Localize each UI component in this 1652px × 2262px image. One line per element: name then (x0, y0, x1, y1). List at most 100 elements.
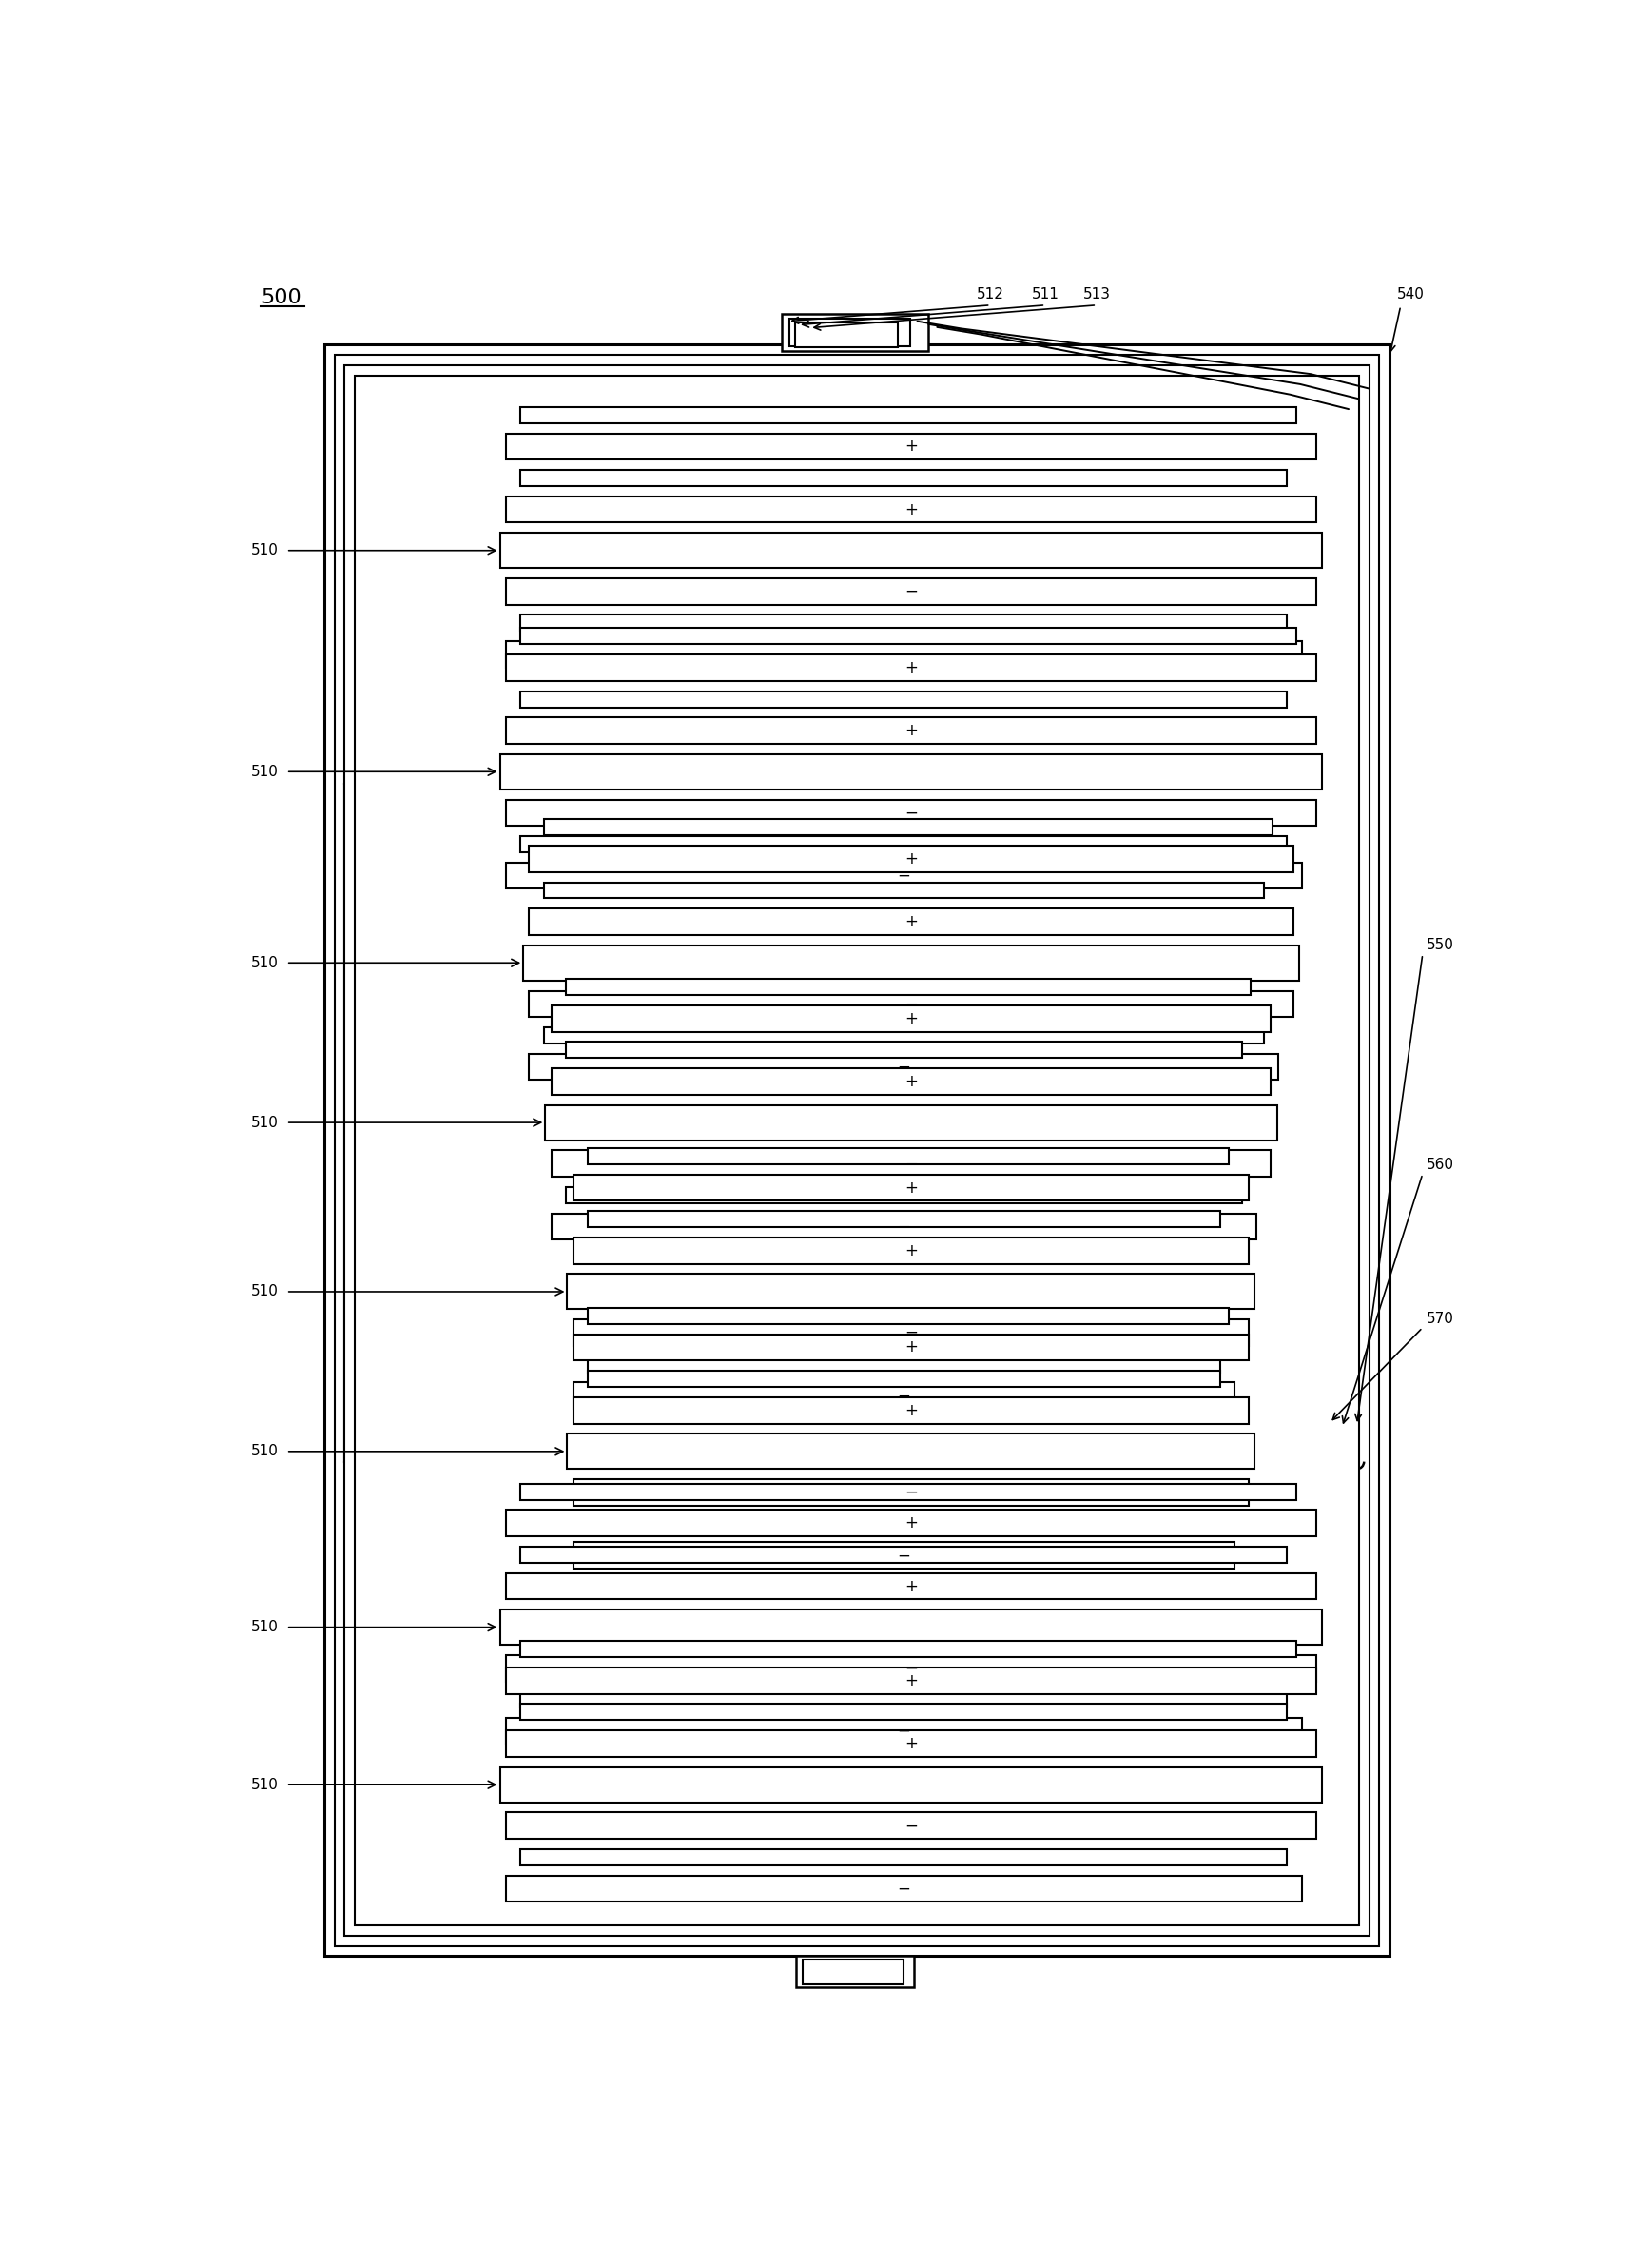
Text: +: + (905, 1516, 919, 1531)
Text: −: − (905, 1323, 919, 1341)
Text: −: − (905, 1156, 919, 1172)
Bar (573, 1237, 1249, 1264)
Bar (796, 1957, 914, 1986)
Text: +: + (905, 500, 919, 518)
Bar (790, 319, 910, 346)
Text: −: − (897, 1880, 910, 1898)
Text: 511: 511 (1032, 287, 1059, 303)
Text: 540: 540 (1398, 287, 1424, 303)
Bar (506, 1875, 1302, 1902)
Bar (506, 1667, 1317, 1694)
Bar (520, 615, 1287, 631)
Bar (567, 1274, 1256, 1310)
Text: 510: 510 (251, 1443, 279, 1459)
Bar (520, 1642, 1295, 1658)
Bar (573, 1398, 1249, 1423)
Bar (506, 1730, 1317, 1758)
Bar (520, 1547, 1287, 1563)
Text: +: + (905, 1242, 919, 1260)
Text: −: − (897, 1724, 910, 1739)
Bar (565, 979, 1251, 995)
Bar (520, 470, 1287, 486)
Bar (529, 846, 1294, 873)
Bar (506, 1812, 1317, 1839)
Bar (795, 323, 897, 348)
Bar (506, 434, 1317, 459)
Text: +: + (905, 851, 919, 866)
Bar (544, 1027, 1264, 1043)
Bar (552, 1212, 1257, 1240)
Text: −: − (897, 1217, 910, 1235)
Text: 512: 512 (976, 287, 1004, 303)
Text: 513: 513 (1084, 287, 1110, 303)
Text: 570: 570 (1426, 1312, 1454, 1326)
Bar (520, 1703, 1287, 1719)
Bar (506, 1572, 1317, 1599)
Bar (588, 1371, 1219, 1387)
Text: 510: 510 (251, 543, 279, 559)
Bar (524, 946, 1298, 979)
Text: +: + (905, 1009, 919, 1027)
Bar (520, 692, 1287, 708)
Bar (573, 1335, 1249, 1359)
Text: 510: 510 (251, 957, 279, 970)
Bar (506, 654, 1317, 681)
Text: +: + (905, 914, 919, 930)
Text: +: + (905, 1577, 919, 1595)
Text: −: − (897, 866, 910, 884)
Text: −: − (905, 1484, 919, 1502)
Text: −: − (897, 1547, 910, 1563)
Bar (529, 1054, 1279, 1079)
Bar (520, 629, 1295, 645)
Bar (552, 1004, 1270, 1031)
Text: −: − (897, 1387, 910, 1405)
Bar (506, 862, 1302, 889)
Bar (573, 1174, 1249, 1201)
Bar (324, 344, 1389, 1957)
Bar (506, 717, 1317, 744)
Text: +: + (905, 722, 919, 740)
Bar (545, 1104, 1277, 1140)
Bar (573, 1319, 1249, 1346)
Bar (520, 1692, 1287, 1708)
Bar (803, 1959, 904, 1984)
Bar (334, 355, 1379, 1945)
Bar (501, 753, 1322, 789)
Bar (501, 1611, 1322, 1644)
Bar (781, 314, 928, 351)
Text: 510: 510 (251, 1620, 279, 1635)
Bar (588, 1516, 1219, 1531)
Text: −: − (905, 1816, 919, 1834)
Bar (520, 1484, 1295, 1500)
Bar (573, 1479, 1249, 1506)
Text: 510: 510 (251, 1285, 279, 1298)
Bar (506, 1656, 1317, 1681)
Bar (506, 495, 1317, 523)
Text: +: + (905, 1672, 919, 1690)
Bar (506, 798, 1317, 826)
Text: 560: 560 (1426, 1158, 1454, 1172)
Bar (588, 1357, 1219, 1373)
Bar (567, 1434, 1256, 1468)
Bar (355, 375, 1360, 1925)
Text: 550: 550 (1426, 939, 1454, 952)
Bar (588, 1149, 1229, 1165)
Bar (573, 1382, 1234, 1409)
Text: 510: 510 (251, 1778, 279, 1792)
Bar (565, 1188, 1242, 1203)
Text: −: − (905, 1660, 919, 1676)
Text: +: + (905, 1402, 919, 1418)
Bar (529, 909, 1294, 934)
Text: +: + (905, 1339, 919, 1355)
Bar (501, 1767, 1322, 1803)
Text: 510: 510 (251, 1115, 279, 1129)
Text: −: − (897, 647, 910, 663)
Bar (501, 534, 1322, 568)
Bar (520, 407, 1295, 423)
Bar (506, 1719, 1302, 1744)
Text: +: + (905, 1072, 919, 1090)
Bar (544, 882, 1264, 898)
Bar (506, 642, 1302, 667)
Bar (565, 1043, 1242, 1059)
Text: 510: 510 (251, 765, 279, 778)
